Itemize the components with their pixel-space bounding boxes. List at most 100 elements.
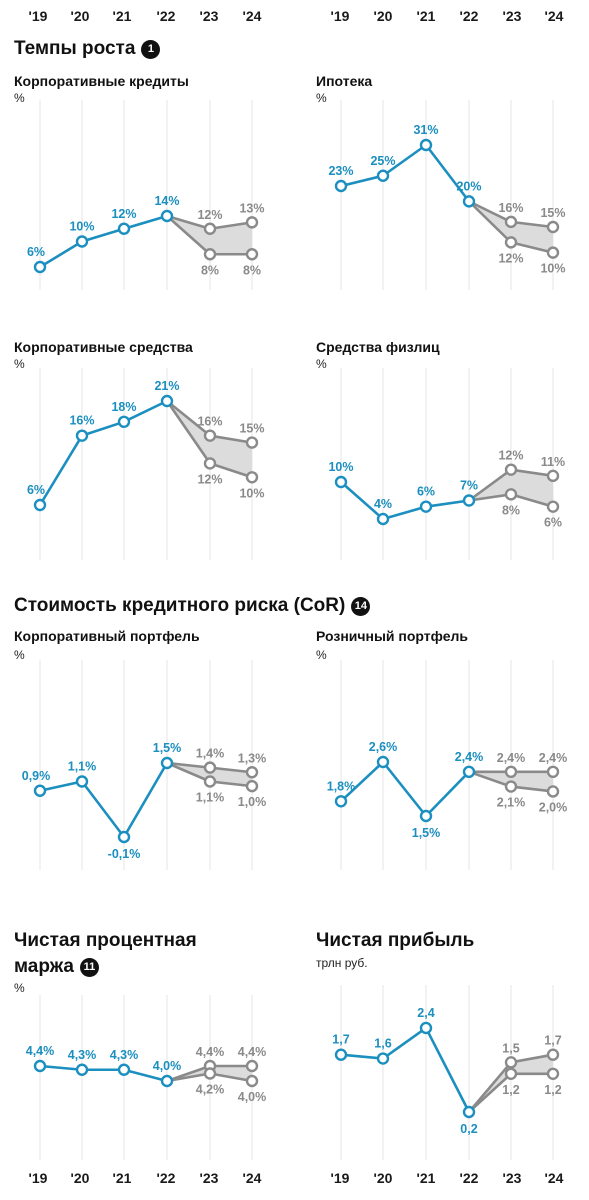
year-label: '22 bbox=[156, 8, 176, 24]
forecast-point bbox=[203, 457, 217, 470]
data-label-forecast-low: 8% bbox=[243, 263, 261, 277]
chart-title-corporate-loans: Корпоративные кредиты bbox=[14, 73, 189, 89]
year-label: '23 bbox=[502, 1170, 522, 1186]
forecast-point bbox=[203, 248, 217, 261]
actual-point bbox=[334, 179, 348, 193]
data-label-actual: 6% bbox=[27, 483, 45, 497]
data-label-actual: 16% bbox=[69, 414, 94, 428]
data-label-actual: 25% bbox=[370, 154, 395, 168]
year-label: '24 bbox=[242, 8, 262, 24]
data-label-forecast-low: 4,0% bbox=[238, 1090, 267, 1104]
data-label-actual: -0,1% bbox=[108, 847, 141, 861]
year-label: '22 bbox=[459, 1170, 479, 1186]
data-label-actual: 0,9% bbox=[22, 769, 51, 783]
section-title-text: Чистая прибыль bbox=[316, 930, 475, 951]
forecast-point bbox=[245, 436, 259, 449]
forecast-point bbox=[245, 248, 259, 261]
forecast-point bbox=[546, 500, 560, 513]
data-label-actual: 23% bbox=[328, 164, 353, 178]
actual-point bbox=[160, 756, 174, 770]
actual-point bbox=[117, 222, 131, 235]
year-label: '23 bbox=[502, 8, 522, 24]
footnote-badge: 1 bbox=[141, 39, 161, 59]
actual-point bbox=[75, 775, 89, 788]
section-title-nim: Чистая процентная маржа 11 bbox=[14, 928, 197, 980]
chart-unit: % bbox=[316, 648, 327, 662]
forecast-band bbox=[469, 1054, 553, 1112]
data-label-actual: 1,7 bbox=[332, 1033, 349, 1047]
actual-line bbox=[38, 399, 168, 506]
data-label-forecast-low: 2,0% bbox=[539, 800, 568, 814]
actual-point bbox=[117, 830, 131, 844]
forecast-point bbox=[203, 429, 217, 442]
forecast-band bbox=[167, 763, 252, 787]
chart-unit: % bbox=[14, 91, 25, 105]
chart-title-net-profit: Чистая прибыль bbox=[316, 928, 474, 954]
data-label-actual: 1,5% bbox=[153, 741, 182, 755]
year-label: '22 bbox=[156, 1170, 176, 1186]
section-title-text: Темпы роста bbox=[14, 38, 136, 59]
actual-point bbox=[419, 500, 433, 513]
data-label-actual: 14% bbox=[154, 194, 179, 208]
data-label-actual: 2,4 bbox=[417, 1006, 434, 1020]
year-label: '19 bbox=[330, 1170, 350, 1186]
forecast-point bbox=[245, 779, 259, 793]
actual-point bbox=[419, 138, 433, 152]
actual-point bbox=[334, 795, 348, 808]
actual-point bbox=[376, 169, 390, 182]
actual-point bbox=[75, 235, 89, 248]
forecast-point bbox=[504, 1067, 518, 1081]
data-label-actual: 6% bbox=[417, 485, 435, 499]
section-title-text: маржа bbox=[14, 956, 74, 977]
data-label-actual: 0,2 bbox=[460, 1122, 477, 1136]
data-label-actual: 10% bbox=[69, 220, 94, 234]
chart-unit: % bbox=[316, 91, 327, 105]
data-label-actual: 21% bbox=[154, 379, 179, 393]
data-label-actual: 4,4% bbox=[26, 1044, 55, 1058]
year-label: '24 bbox=[242, 1170, 262, 1186]
chart-title-corporate-portfolio: Корпоративный портфель bbox=[14, 628, 200, 644]
data-label-forecast-low: 8% bbox=[502, 503, 520, 517]
data-label-actual: 1,1% bbox=[68, 760, 97, 774]
actual-line bbox=[340, 1026, 471, 1113]
actual-point bbox=[376, 755, 390, 769]
data-label-forecast-low: 12% bbox=[498, 251, 523, 265]
data-label-actual: 2,4% bbox=[455, 750, 484, 764]
forecast-point bbox=[245, 1074, 259, 1088]
data-label-actual: 20% bbox=[456, 179, 481, 193]
section-title-cor: Стоимость кредитного риска (CoR) 14 bbox=[14, 593, 371, 619]
forecast-point bbox=[203, 761, 217, 774]
forecast-point bbox=[546, 1067, 560, 1081]
year-label: '21 bbox=[416, 8, 436, 24]
data-label-forecast-low: 12% bbox=[197, 472, 222, 486]
data-label-actual: 6% bbox=[27, 245, 45, 259]
actual-point bbox=[33, 498, 47, 512]
year-label: '22 bbox=[459, 8, 479, 24]
chart-unit: % bbox=[14, 648, 25, 662]
actual-line bbox=[340, 760, 470, 818]
section-title-text: Чистая процентная bbox=[14, 930, 197, 951]
actual-line bbox=[340, 481, 470, 521]
actual-line bbox=[39, 1064, 168, 1083]
forecast-point bbox=[546, 220, 560, 234]
data-label-actual: 4,0% bbox=[153, 1059, 182, 1073]
forecast-point bbox=[504, 1056, 518, 1069]
forecast-point bbox=[203, 1067, 217, 1080]
data-label-actual: 31% bbox=[413, 123, 438, 137]
forecast-point bbox=[245, 1059, 259, 1073]
actual-point bbox=[117, 1063, 131, 1076]
data-label-forecast-high: 16% bbox=[498, 201, 523, 215]
footnote-badge: 14 bbox=[351, 596, 371, 616]
forecast-point bbox=[245, 471, 259, 484]
chart-unit: трлн руб. bbox=[316, 956, 368, 970]
data-label-actual: 1,6 bbox=[374, 1037, 391, 1051]
actual-point bbox=[419, 809, 433, 823]
year-label: '24 bbox=[544, 8, 564, 24]
data-label-forecast-low: 6% bbox=[544, 516, 562, 530]
year-label: '19 bbox=[28, 1170, 48, 1186]
data-label-forecast-low: 1,2 bbox=[544, 1083, 561, 1097]
year-label: '19 bbox=[28, 8, 48, 24]
data-label-forecast-low: 1,0% bbox=[238, 795, 267, 809]
actual-point bbox=[462, 765, 476, 779]
